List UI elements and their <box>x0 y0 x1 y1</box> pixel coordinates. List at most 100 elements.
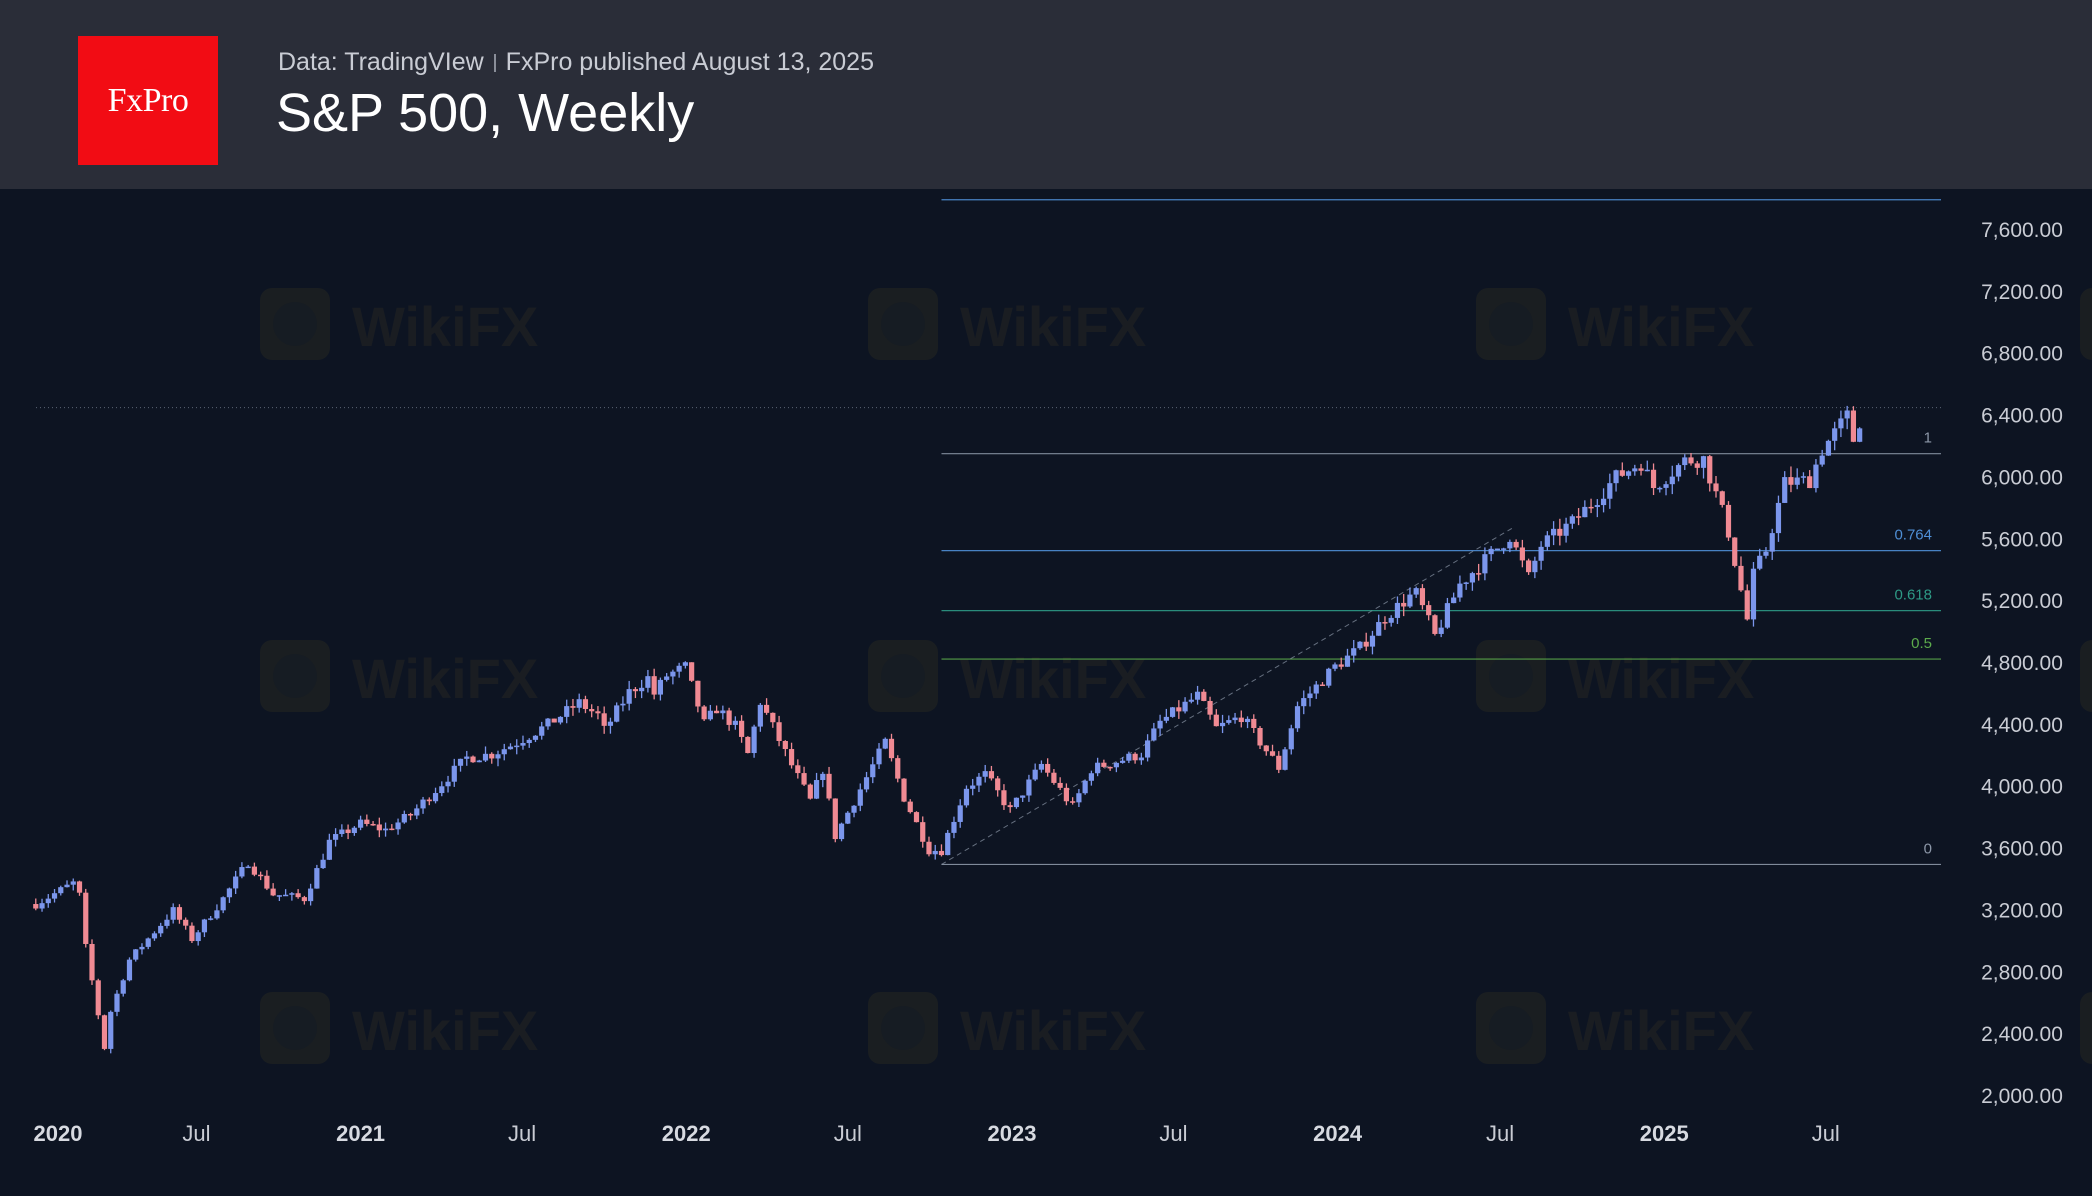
time-tick-label: 2022 <box>662 1121 711 1146</box>
candle-body <box>151 933 158 939</box>
candle-body <box>576 699 582 708</box>
price-tick-label: 2,400.00 <box>1981 1023 2063 1046</box>
candle-body <box>1026 779 1032 796</box>
candle-body <box>551 718 557 723</box>
candle-body <box>220 897 226 911</box>
candle-body <box>158 925 164 934</box>
candle-body <box>1188 699 1194 702</box>
candle-body <box>851 805 857 813</box>
candle-body <box>901 778 907 802</box>
candle-body <box>1526 560 1532 573</box>
candle-body <box>595 711 601 714</box>
candle-body <box>589 709 595 712</box>
candle-body <box>689 662 695 681</box>
candle-body <box>432 793 439 802</box>
candle-body <box>882 738 888 749</box>
candle-body <box>39 903 45 909</box>
candle-body <box>1657 487 1663 490</box>
candle-body <box>1001 790 1007 806</box>
candle-body <box>995 778 1001 791</box>
candle-body <box>1513 541 1519 548</box>
price-tick-label: 3,600.00 <box>1981 838 2063 861</box>
candle-body <box>1294 706 1301 729</box>
candle-body <box>845 812 851 824</box>
watermark-emblem <box>273 302 317 346</box>
candle-body <box>1244 718 1251 723</box>
candle-body <box>1769 533 1775 552</box>
candle-body <box>1282 749 1288 770</box>
candle-body <box>739 720 745 737</box>
candle-body <box>1151 728 1157 741</box>
candle-body <box>801 773 807 785</box>
fib-level-label: 0.764 <box>1894 527 1932 544</box>
candle-body <box>1544 535 1550 547</box>
chart-title: S&P 500, Weekly <box>276 83 695 143</box>
candle-body <box>970 785 976 789</box>
candle-body <box>283 894 289 897</box>
candle-body <box>820 773 826 781</box>
candle-body <box>1607 483 1613 499</box>
candle-body <box>170 907 176 920</box>
candle-body <box>1532 560 1538 573</box>
watermark-text: WikiFX <box>352 647 538 710</box>
fib-trend-line <box>941 527 1514 865</box>
candle-body <box>357 819 364 828</box>
candle-body <box>1794 477 1800 485</box>
candle-body <box>126 959 133 981</box>
candle-body <box>1101 762 1107 767</box>
candle-body <box>1750 568 1757 620</box>
time-tick-label: 2021 <box>336 1121 385 1146</box>
candle-body <box>1675 465 1682 477</box>
candle-body <box>1063 787 1069 802</box>
candle-body <box>1113 762 1119 768</box>
candle-body <box>83 892 89 944</box>
candle-body <box>514 745 520 748</box>
candle-body <box>64 884 70 888</box>
price-tick-label: 6,400.00 <box>1981 405 2063 428</box>
candle-body <box>651 676 657 695</box>
candle-body <box>1388 617 1394 623</box>
candle-body <box>1313 684 1319 694</box>
candle-body <box>1120 760 1126 763</box>
candle-body <box>857 789 863 806</box>
candle-body <box>720 710 726 714</box>
watermark-emblem <box>273 654 317 698</box>
candle-body <box>489 753 495 759</box>
candle-body <box>726 710 732 725</box>
candle-body <box>1213 714 1219 727</box>
price-tick-label: 5,600.00 <box>1981 528 2063 551</box>
candle-body <box>1557 528 1563 536</box>
candle-body <box>745 736 751 754</box>
candle-body <box>1813 464 1819 489</box>
candle-body <box>913 812 920 823</box>
watermark-text: WikiFX <box>1568 999 1754 1062</box>
candle-body <box>945 832 951 856</box>
candle-body <box>1707 456 1713 484</box>
candle-body <box>707 710 713 720</box>
candle-body <box>1363 641 1369 647</box>
time-axis[interactable]: 2020 Jul 2021 Jul 2022 Jul 2023 Jul 2024 Jul 2025 J… <box>34 1121 1840 1146</box>
candle-body <box>1176 707 1182 712</box>
candle-body <box>1319 684 1326 687</box>
candle-body <box>1494 548 1500 551</box>
candle-body <box>564 706 570 717</box>
candle-body <box>33 904 39 909</box>
candle-body <box>1588 506 1594 509</box>
price-tick-label: 7,600.00 <box>1981 219 2063 242</box>
watermark-text: WikiFX <box>352 999 538 1062</box>
candle-body <box>1732 537 1738 566</box>
candle-body <box>201 919 208 933</box>
candle-body <box>482 753 489 761</box>
candle-body <box>1694 463 1700 468</box>
candle-body <box>1201 691 1207 701</box>
candle-body <box>314 868 320 889</box>
candle-body <box>1625 471 1632 476</box>
candle-body <box>826 773 832 799</box>
price-axis[interactable]: 2,000.00 2,400.00 2,800.00 3,200.00 3,600.00… <box>1981 219 2063 1108</box>
candle-body <box>76 881 83 893</box>
candle-body <box>607 721 614 726</box>
candle-body <box>95 980 101 1016</box>
candle-body <box>776 722 782 741</box>
